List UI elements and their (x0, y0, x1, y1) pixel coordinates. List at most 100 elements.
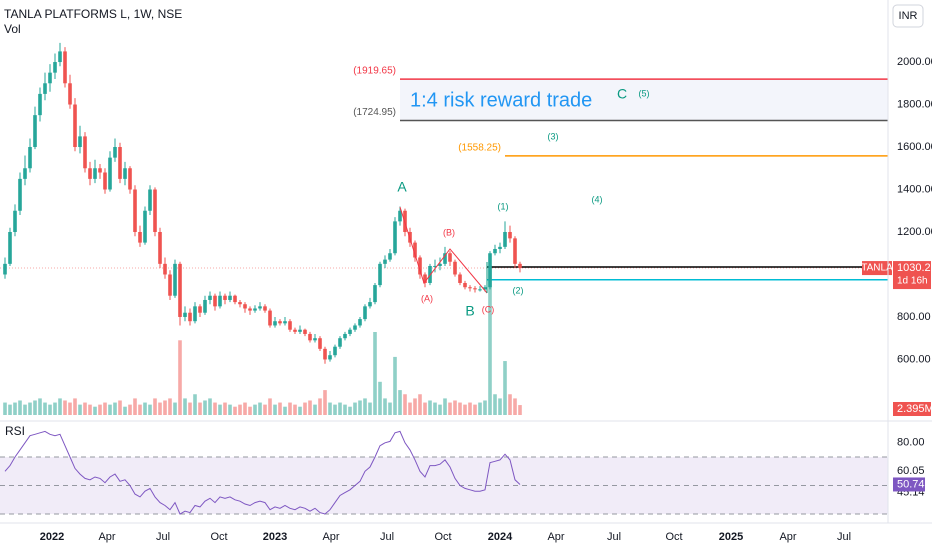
volume-bar (228, 404, 232, 415)
x-tick-label: Jul (156, 531, 170, 543)
volume-label: Vol (4, 22, 21, 36)
x-tick-label: 2025 (719, 531, 743, 543)
candle-body (233, 295, 237, 303)
candle-body (263, 306, 267, 311)
wave-label: (5) (639, 88, 650, 98)
rsi-label: RSI (5, 424, 25, 438)
volume-bar (518, 405, 522, 415)
candle-body (293, 329, 297, 332)
currency-box[interactable] (892, 4, 924, 28)
currency[interactable]: INR (899, 10, 918, 22)
wave-label: C (617, 86, 627, 102)
candle-body (138, 231, 142, 243)
candle-body (48, 72, 52, 84)
wave-label: A (397, 179, 407, 195)
volume-bar (8, 404, 12, 415)
volume-bar (213, 402, 217, 415)
candle-body (73, 104, 77, 148)
rsi-tick-label: 80.00 (897, 437, 925, 449)
rsi-last-box (893, 477, 925, 492)
candle-body (38, 93, 42, 116)
candle-body (323, 348, 327, 360)
volume-bar (103, 402, 107, 415)
candle-body (208, 295, 212, 300)
candle-body (33, 115, 37, 148)
volume-bar (388, 402, 392, 415)
candle-body (28, 147, 32, 169)
volume-bar (403, 394, 407, 415)
rsi-last: 50.74 (897, 478, 925, 490)
x-tick-label: Jul (837, 531, 851, 543)
x-tick-label: Jul (607, 531, 621, 543)
volume-bar (383, 398, 387, 415)
candle-body (363, 306, 367, 320)
candle-body (128, 168, 132, 190)
candle-body (148, 189, 152, 211)
volume-bar (143, 402, 147, 415)
candle-body (98, 168, 102, 173)
candle-body (503, 231, 507, 247)
wave-drawing (399, 206, 488, 294)
candle-body (243, 304, 247, 309)
volume-bar (488, 265, 492, 415)
candle-body (58, 51, 62, 63)
volume-bar (138, 404, 142, 415)
candle-body (213, 295, 217, 307)
x-tick-label: Oct (210, 531, 227, 543)
volume-bar (293, 404, 297, 415)
wave-label: (C) (482, 304, 495, 314)
candle-body (143, 210, 147, 243)
volume-bar (348, 406, 352, 415)
candle-body (198, 306, 202, 313)
volume-bar (428, 400, 432, 415)
volume-bar (128, 404, 132, 415)
x-tick-label: Apr (98, 531, 115, 543)
wave-label: (2) (513, 285, 524, 295)
volume-bar (243, 402, 247, 415)
volume-bar (418, 394, 422, 415)
volume-bar (78, 404, 82, 415)
price-line-label: (1724.95) (353, 107, 396, 118)
candle-body (23, 168, 27, 179)
candle-body (413, 242, 417, 258)
candle-body (358, 319, 362, 326)
y-tick-label: 1200.00 (897, 226, 932, 238)
candle-body (68, 83, 72, 105)
rsi-marker-label: 60.05 (897, 465, 925, 477)
volume-bar (183, 398, 187, 415)
candle-body (93, 168, 97, 179)
candle-body (183, 312, 187, 317)
volume-bar (463, 404, 467, 415)
candle-body (43, 83, 47, 94)
candle-body (328, 355, 332, 360)
candle-body (378, 263, 382, 286)
volume-bar (453, 400, 457, 415)
candle-body (348, 329, 352, 334)
volume-bar (458, 402, 462, 415)
candle-body (388, 253, 392, 260)
volume-bar (168, 398, 172, 415)
candle-body (218, 295, 222, 307)
volume-bar (483, 400, 487, 415)
volume-bar (303, 402, 307, 415)
volume-bar (123, 406, 127, 415)
volume-bar (83, 402, 87, 415)
y-tick-label: 1400.00 (897, 183, 932, 195)
candle-body (448, 253, 452, 262)
candle-body (498, 246, 502, 249)
candle-body (393, 221, 397, 254)
volume-bar (313, 404, 317, 415)
candle-body (483, 287, 487, 290)
y-tick-label: 600.00 (897, 353, 931, 365)
volume-bar (298, 406, 302, 415)
candle-body (3, 263, 7, 275)
countdown: 1d 16h (897, 276, 928, 287)
volume-bar (503, 361, 507, 415)
volume-label-box (893, 402, 931, 416)
volume-bar (98, 404, 102, 415)
volume-bar (283, 406, 287, 415)
x-tick-label: Apr (547, 531, 564, 543)
volume-bar (153, 398, 157, 415)
volume-bar (248, 406, 252, 415)
volume-bar (278, 402, 282, 415)
